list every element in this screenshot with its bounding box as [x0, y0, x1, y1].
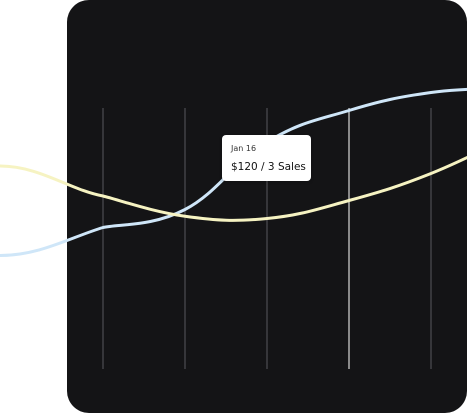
tooltip-date: Jan 16	[231, 144, 257, 153]
tooltip-value: $120 / 3 Sales	[231, 161, 306, 173]
chart-tooltip: Jan 16 $120 / 3 Sales	[222, 135, 311, 181]
series-line-2	[0, 156, 467, 222]
